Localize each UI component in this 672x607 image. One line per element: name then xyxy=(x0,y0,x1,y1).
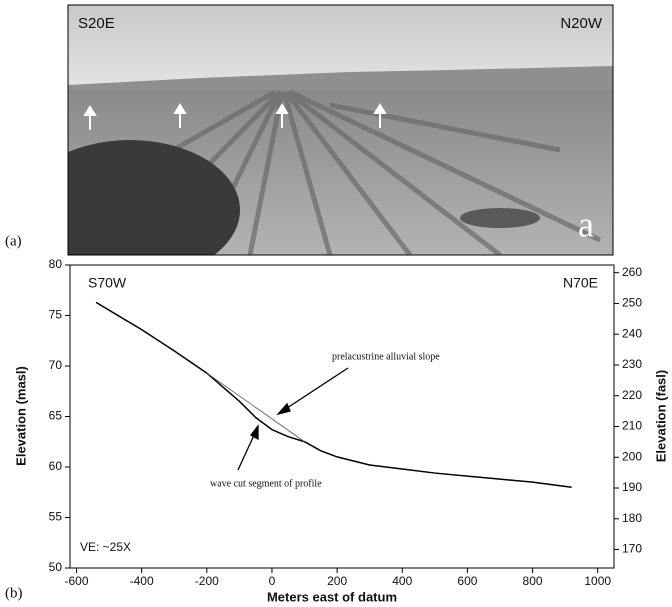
x-tick-label: 600 xyxy=(457,574,477,588)
plot-frame xyxy=(69,264,615,569)
y-tick-label: 60 xyxy=(49,459,63,473)
annotation: wave cut segment of profile xyxy=(210,478,322,489)
direction-label: N70E xyxy=(563,275,598,291)
y2-tick-label: 230 xyxy=(622,357,642,371)
photo-frame xyxy=(67,4,614,256)
x-tick-label: 1000 xyxy=(584,574,611,588)
y2-tick-label: 170 xyxy=(622,542,642,556)
panel-label: (a) xyxy=(5,233,22,249)
direction-label: S70W xyxy=(88,275,127,291)
y2-tick-label: 190 xyxy=(622,480,642,494)
y2-tick-label: 260 xyxy=(622,265,642,279)
x-tick-label: -600 xyxy=(64,574,88,588)
y2-tick-label: 180 xyxy=(622,511,642,525)
y-tick-label: 50 xyxy=(49,560,63,574)
y2-tick-label: 210 xyxy=(622,419,642,433)
y2-tick-label: 220 xyxy=(622,388,642,402)
photo xyxy=(68,5,613,255)
annotation-arrows xyxy=(237,367,349,471)
x-tick-label: 800 xyxy=(523,574,543,588)
y-tick-label: 80 xyxy=(49,257,63,271)
y-tick-label: 75 xyxy=(49,308,63,322)
y2-tick-label: 240 xyxy=(622,326,642,340)
panel-label: (b) xyxy=(5,585,23,601)
x-axis-label: Meters east of datum xyxy=(267,589,397,604)
y-tick-label: 65 xyxy=(49,409,63,423)
y2-axis-label: Elevation (fasl) xyxy=(653,370,668,462)
profile-line xyxy=(206,372,305,443)
x-tick-label: -400 xyxy=(130,574,154,588)
y-tick-label: 70 xyxy=(49,358,63,372)
x-tick-label: 0 xyxy=(269,574,276,588)
photo-left-label: S20E xyxy=(78,15,115,32)
y2-tick-label: 200 xyxy=(622,449,642,463)
profile-line xyxy=(95,301,572,488)
photo-corner-label: a xyxy=(578,204,594,244)
y-axis-label: Elevation (masl) xyxy=(13,366,28,466)
annotation: VE: ~25X xyxy=(80,540,131,554)
annotation: prelacustrine alluvial slope xyxy=(332,351,440,362)
x-tick-label: 400 xyxy=(392,574,412,588)
x-tick-label: 200 xyxy=(327,574,347,588)
y-tick-label: 55 xyxy=(49,510,63,524)
y2-tick-label: 250 xyxy=(622,296,642,310)
x-tick-label: -200 xyxy=(195,574,219,588)
photo-right-label: N20W xyxy=(560,15,603,32)
